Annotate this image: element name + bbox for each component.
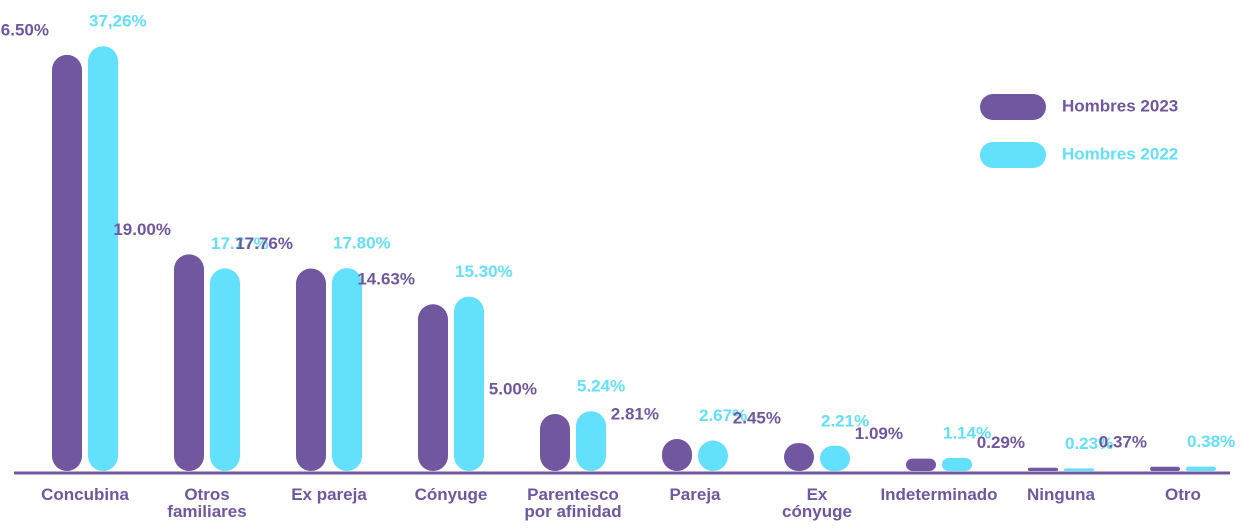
bar [418, 304, 448, 471]
x-tick-label: Indeterminado [880, 485, 998, 504]
bar [296, 268, 326, 471]
x-tick-label: Parentesco por afinidad [524, 485, 622, 521]
bar [906, 458, 936, 471]
bar [942, 458, 972, 471]
value-label: 36.50% [0, 20, 49, 39]
legend-label: Hombres 2023 [1062, 96, 1178, 115]
value-label: 19.00% [113, 220, 171, 239]
legend-swatch [980, 142, 1046, 168]
legend-label: Hombres 2022 [1062, 144, 1178, 163]
bar [210, 268, 240, 471]
bar [820, 445, 850, 471]
value-label: 14.63% [357, 270, 415, 289]
x-tick-label: Cónyuge [414, 485, 488, 504]
value-label: 2.21% [821, 411, 869, 430]
x-tick-label: Ex cónyuge [782, 485, 852, 521]
bar [698, 440, 728, 471]
value-label: 1.14% [943, 423, 991, 442]
bar [784, 443, 814, 471]
bar [662, 438, 692, 471]
value-label: 5.00% [489, 379, 537, 398]
value-label: 15.30% [455, 262, 513, 281]
value-label: 17.80% [333, 234, 391, 253]
x-tick-label: Ninguna [1027, 485, 1095, 504]
value-label: 0.23% [1065, 434, 1113, 453]
bar [52, 54, 82, 472]
value-label: 37,26% [89, 12, 147, 31]
bar [332, 268, 362, 471]
bar [1186, 466, 1216, 471]
value-label: 0.38% [1187, 432, 1235, 451]
x-tick-label: Otros familiares [167, 485, 247, 521]
legend-swatch [980, 94, 1046, 120]
value-label: 2.67% [699, 406, 747, 425]
x-tick-label: Ex pareja [291, 485, 367, 504]
bar [1064, 468, 1094, 471]
x-tick-label: Otro [1165, 485, 1201, 504]
bar [174, 254, 204, 471]
value-label: 17.76% [235, 234, 293, 253]
bar [540, 414, 570, 471]
value-label: 0.37% [1099, 432, 1147, 451]
bar [1028, 467, 1058, 471]
value-label: 17.77% [211, 234, 269, 253]
value-label: 0.29% [977, 433, 1025, 452]
value-label: 2.45% [733, 409, 781, 428]
bar [88, 46, 118, 472]
x-tick-label: Pareja [669, 485, 721, 504]
bar [576, 411, 606, 471]
bar [1150, 466, 1180, 471]
value-label: 1.09% [855, 424, 903, 443]
value-label: 2.81% [611, 404, 659, 423]
x-tick-label: Concubina [41, 485, 129, 504]
value-label: 5.24% [577, 377, 625, 396]
bar [454, 296, 484, 471]
